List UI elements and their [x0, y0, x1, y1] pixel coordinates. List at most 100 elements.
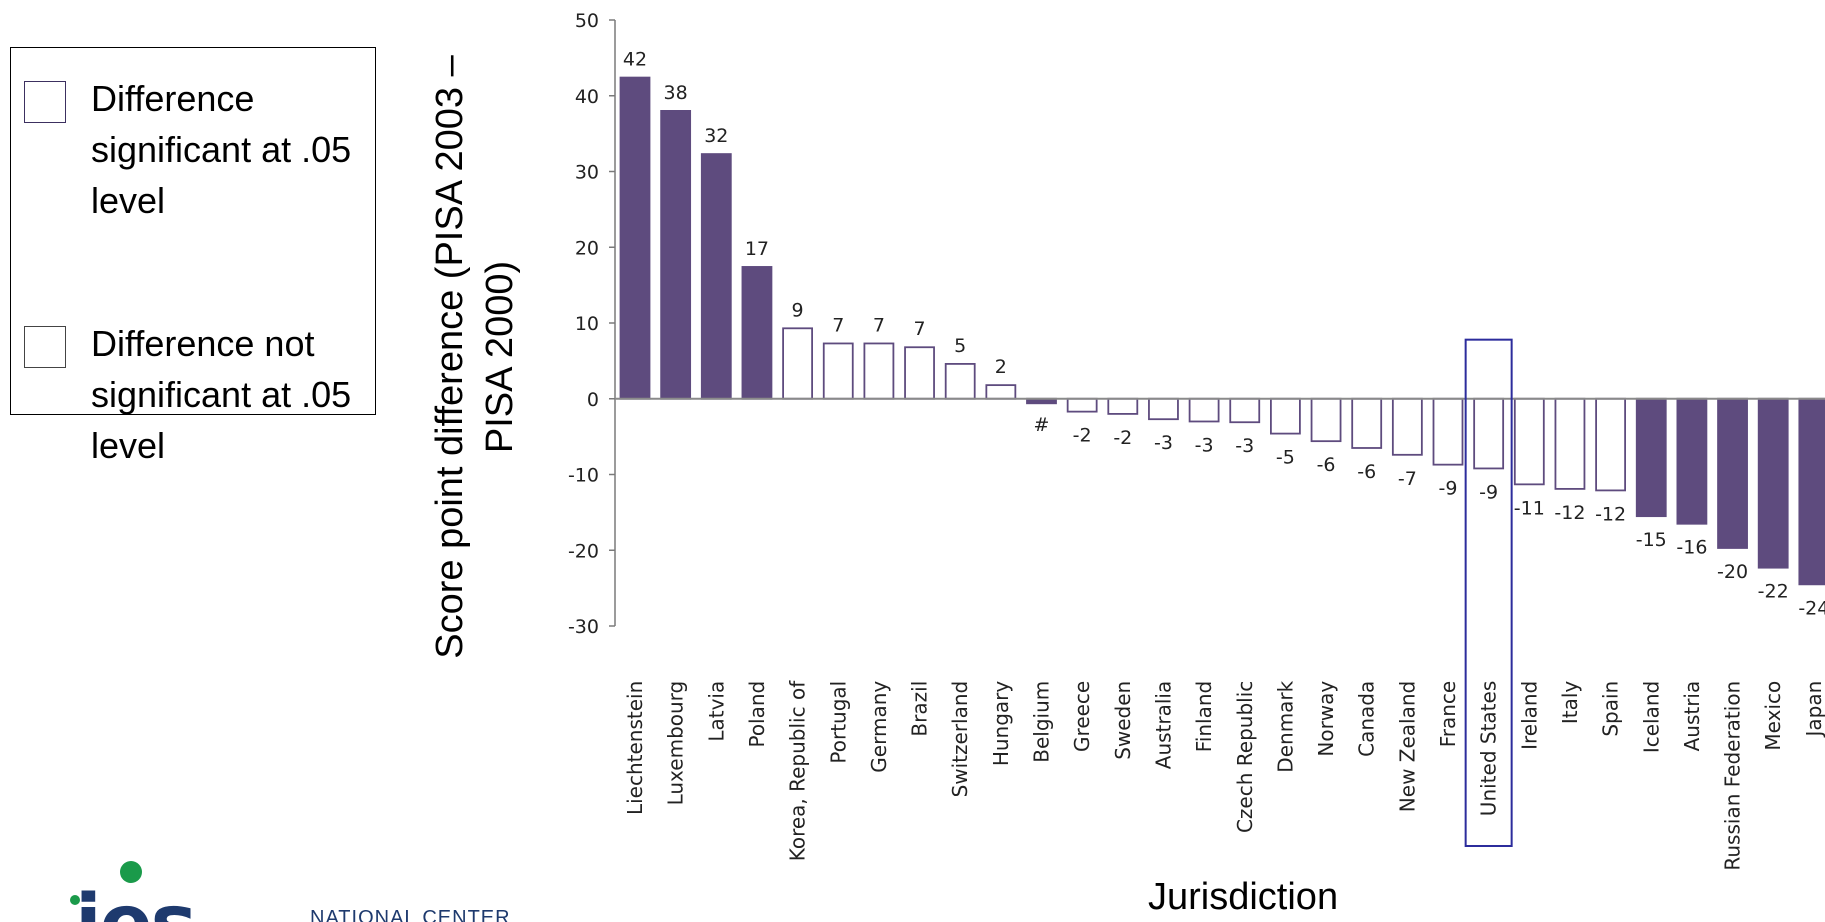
bar [1676, 397, 1708, 525]
data-label: -24 [1798, 597, 1825, 619]
legend-label-not-significant: Difference not significant at .05 level [91, 323, 352, 466]
bar [1717, 397, 1748, 549]
legend-swatch-significant [24, 81, 66, 123]
y-tick-label: 30 [575, 162, 599, 184]
data-label: -2 [1073, 425, 1092, 447]
bar [1757, 397, 1789, 569]
data-label: -3 [1195, 434, 1214, 456]
highlight-box [1464, 338, 1513, 847]
category-label: Portugal [826, 681, 850, 764]
data-label: -22 [1758, 581, 1789, 603]
y-axis-title: Score point difference (PISA 2003 – PISA… [429, 55, 521, 659]
y-tick-label: -10 [568, 465, 599, 487]
y-tick-label: -30 [568, 616, 599, 638]
data-label: -3 [1154, 432, 1173, 454]
category-label: Russian Federation [1721, 681, 1745, 871]
category-label: Sweden [1111, 681, 1135, 760]
bar [904, 346, 935, 400]
category-label: New Zealand [1395, 681, 1419, 812]
data-label: 9 [792, 299, 804, 321]
data-label: 38 [664, 82, 688, 104]
bar [1798, 397, 1825, 586]
y-tick-label: 50 [575, 10, 599, 32]
data-label: -7 [1398, 468, 1417, 490]
bar [1635, 397, 1667, 518]
bar [619, 76, 651, 400]
category-label: Luxembourg [664, 681, 688, 806]
x-axis-title: Jurisdiction [1148, 876, 1339, 918]
bar [741, 266, 773, 400]
category-label: Germany [867, 681, 891, 773]
bar [1432, 397, 1464, 466]
bar [1554, 397, 1586, 490]
category-label: Austria [1680, 681, 1704, 752]
data-label: 17 [745, 238, 769, 260]
bar [1310, 397, 1342, 443]
category-label: Czech Republic [1233, 681, 1257, 833]
y-tick-label: 10 [575, 313, 599, 335]
bar [863, 342, 895, 400]
logo-subtitle: NATIONAL CENTER [310, 907, 511, 922]
bar [1351, 397, 1383, 449]
category-label: Finland [1192, 681, 1216, 752]
category-label: Latvia [704, 681, 728, 742]
logo-dot-icon [120, 861, 142, 883]
bar [1391, 397, 1423, 456]
category-label: Belgium [1030, 681, 1054, 763]
bar [985, 384, 1017, 400]
logo-dot-icon [70, 895, 80, 905]
bar [1513, 397, 1545, 486]
bar [822, 342, 854, 400]
data-label: 32 [704, 125, 728, 147]
category-label: Italy [1558, 681, 1582, 725]
bar [660, 110, 692, 400]
bar [1473, 397, 1505, 470]
bar [1229, 397, 1261, 424]
category-label: Mexico [1761, 681, 1785, 751]
category-label: Spain [1599, 681, 1623, 737]
data-label: 7 [873, 314, 885, 336]
data-label: -11 [1514, 497, 1545, 519]
legend-label-significant: Difference significant at .05 level [91, 78, 352, 221]
category-label: Norway [1314, 681, 1338, 757]
y-tick-label: -20 [568, 540, 599, 562]
data-label: -3 [1235, 435, 1254, 457]
y-tick-label: 40 [575, 86, 599, 108]
bar [1188, 397, 1220, 423]
data-label: 2 [995, 356, 1007, 378]
category-label: United States [1477, 681, 1501, 816]
category-label: Korea, Republic of [786, 680, 810, 861]
data-label: # [1034, 414, 1050, 436]
bar [782, 327, 813, 400]
bar [944, 363, 976, 400]
category-label: Hungary [989, 681, 1013, 767]
bar [700, 153, 732, 400]
data-label: -16 [1676, 537, 1707, 559]
category-label: Liechtenstein [623, 681, 647, 815]
data-label: -6 [1357, 461, 1376, 483]
data-label: -12 [1595, 503, 1626, 525]
bar [1595, 397, 1626, 492]
data-label: -9 [1479, 481, 1498, 503]
bar [1148, 397, 1179, 421]
data-label: -2 [1113, 427, 1132, 449]
data-label: 5 [954, 335, 966, 357]
data-label: 7 [914, 318, 926, 340]
category-label: Japan [1802, 681, 1825, 739]
data-label: -9 [1439, 478, 1458, 500]
bar [1107, 397, 1139, 415]
data-label: -15 [1636, 529, 1667, 551]
category-label: Switzerland [948, 681, 972, 798]
y-tick-label: 20 [575, 237, 599, 259]
data-label: 7 [832, 314, 844, 336]
data-label: -5 [1276, 447, 1295, 469]
data-label: 42 [623, 49, 647, 71]
category-label: Canada [1355, 681, 1379, 757]
category-label: Australia [1151, 681, 1175, 769]
data-label: -20 [1717, 561, 1748, 583]
bar [1270, 397, 1301, 435]
category-label: Denmark [1273, 680, 1297, 772]
category-label: Brazil [908, 681, 932, 737]
legend-swatch-not-significant [24, 326, 66, 368]
ies-logo: ies NATIONAL CENTER [40, 855, 560, 922]
